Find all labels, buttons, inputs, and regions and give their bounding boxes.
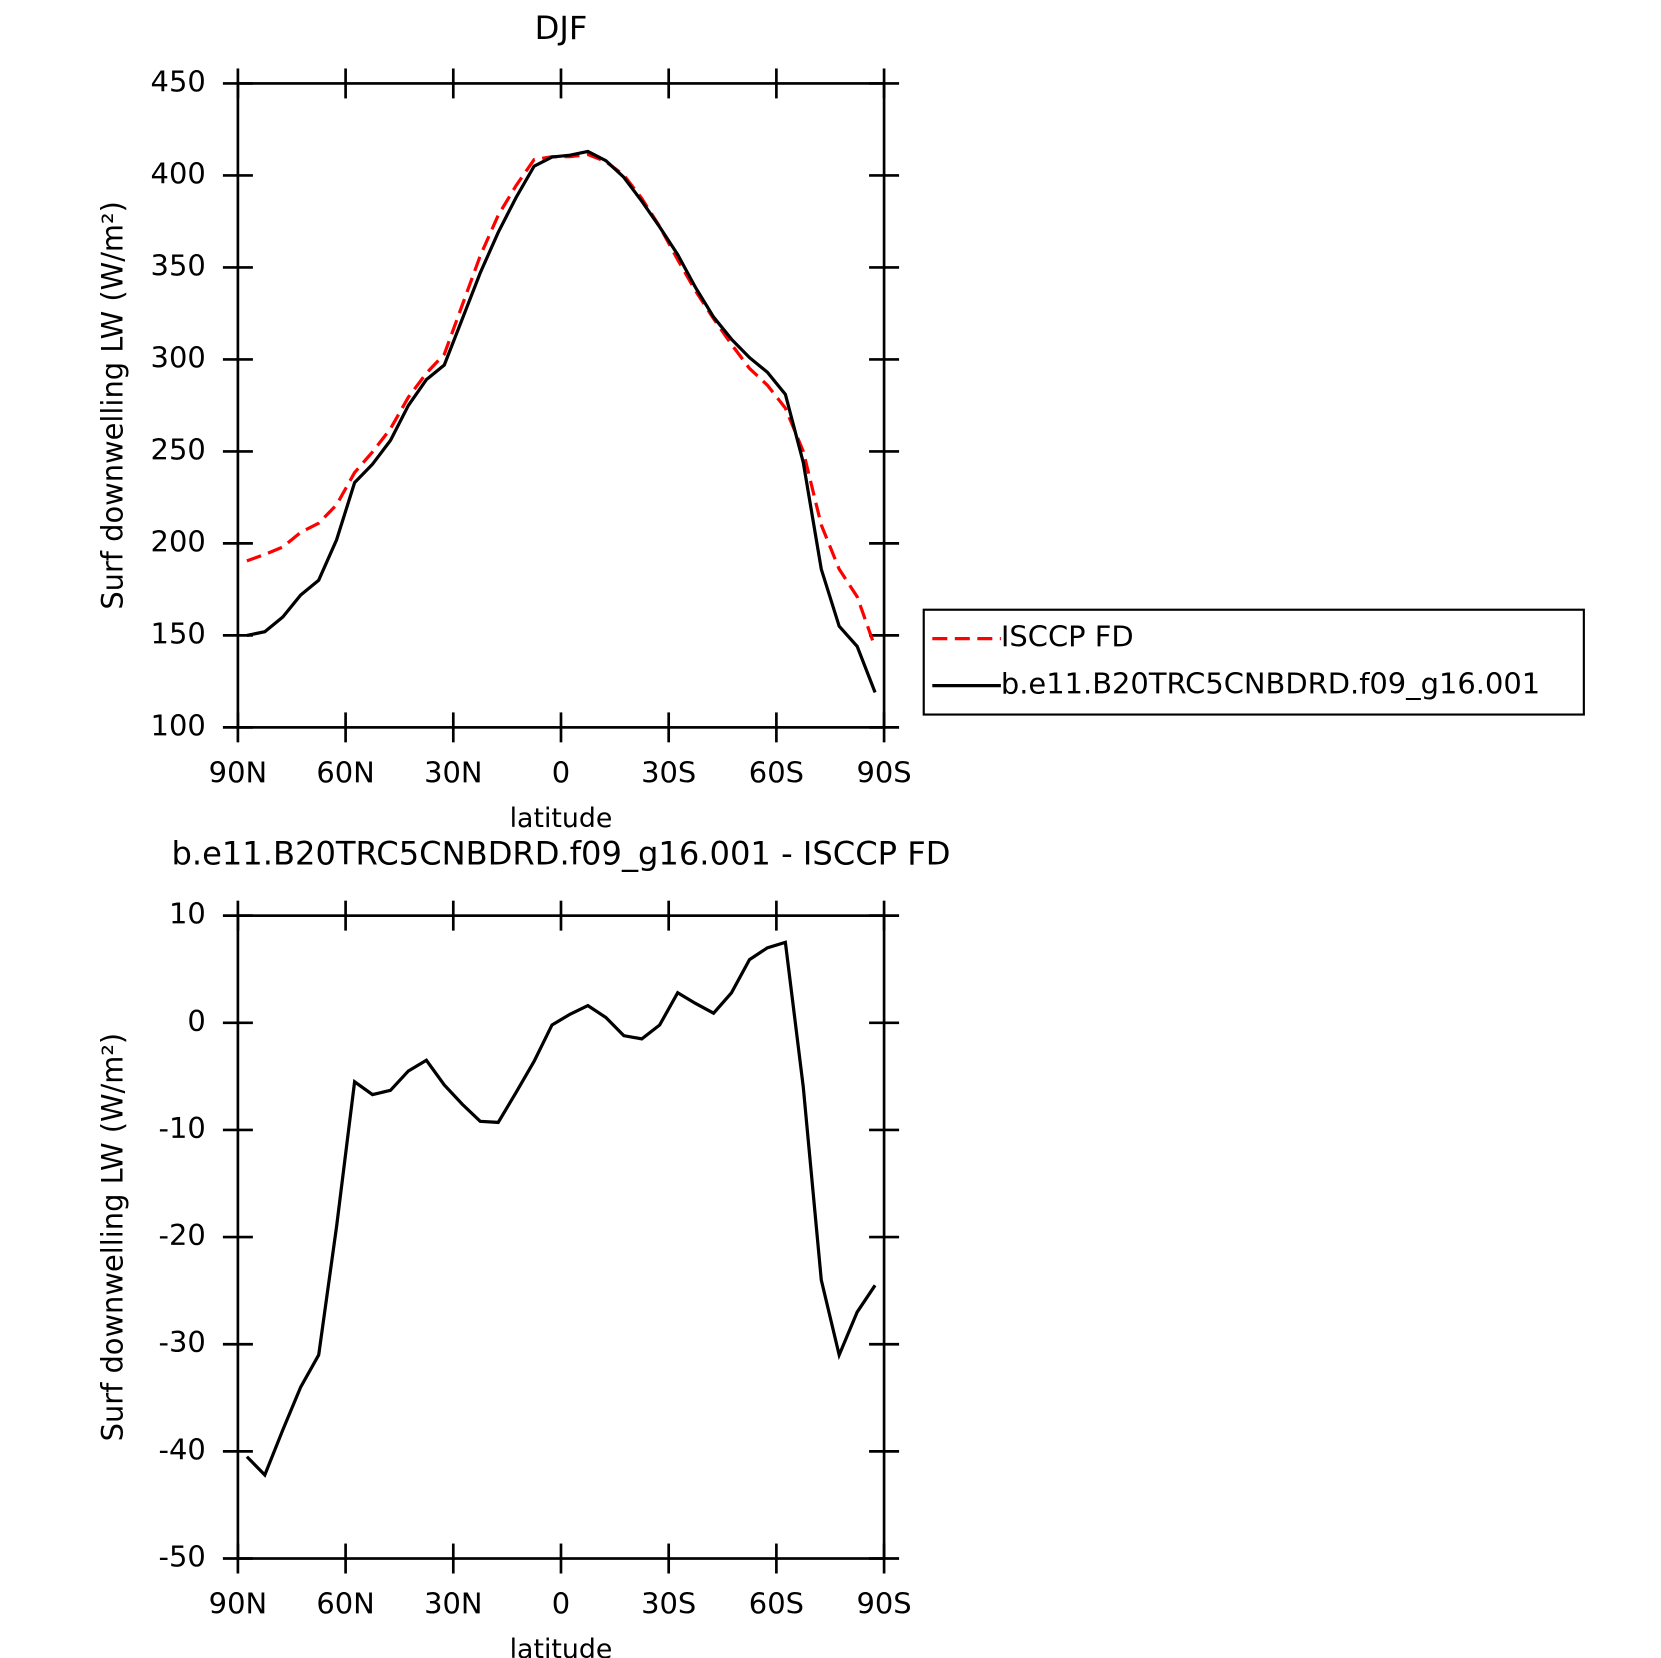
y-tick-label: 0 [187, 1004, 205, 1038]
chart-title: b.e11.B20TRC5CNBDRD.f09_g16.001 - ISCCP … [171, 835, 950, 873]
legend-label: b.e11.B20TRC5CNBDRD.f09_g16.001 [1001, 667, 1540, 701]
y-tick-label: 200 [151, 524, 206, 558]
y-tick-label: 350 [151, 248, 206, 282]
x-tick-label: 0 [552, 755, 570, 789]
y-tick-label: 250 [151, 432, 206, 466]
x-tick-label: 60N [316, 1587, 374, 1621]
x-tick-label: 60S [749, 755, 804, 789]
chart-title: DJF [535, 9, 588, 47]
legend-box [922, 608, 1585, 716]
y-tick-label: -20 [159, 1218, 206, 1252]
x-tick-label: 30N [424, 1587, 482, 1621]
y-tick-label: 450 [151, 64, 206, 98]
x-tick-label: 90N [209, 755, 267, 789]
y-tick-label: -50 [159, 1540, 206, 1574]
y-tick-label: 10 [169, 897, 206, 931]
x-tick-label: 30N [424, 755, 482, 789]
x-axis-label: latitude [510, 803, 613, 834]
x-tick-label: 0 [552, 1587, 570, 1621]
x-tick-label: 60S [749, 1587, 804, 1621]
y-tick-label: 100 [151, 708, 206, 742]
y-tick-label: -30 [159, 1325, 206, 1359]
y-axis-label: Surf downwelling LW (W/m²) [96, 1033, 130, 1442]
y-tick-label: 400 [151, 156, 206, 190]
x-axis-label: latitude [510, 1634, 613, 1658]
x-tick-label: 90N [209, 1587, 267, 1621]
y-tick-label: 300 [151, 340, 206, 374]
x-tick-label: 90S [857, 1587, 912, 1621]
data-line [246, 152, 877, 648]
x-tick-label: 30S [641, 1587, 696, 1621]
data-line [246, 149, 877, 693]
y-tick-label: -40 [159, 1432, 206, 1466]
legend-label: ISCCP FD [1001, 620, 1134, 654]
y-tick-label: -10 [159, 1111, 206, 1145]
x-tick-label: 30S [641, 755, 696, 789]
y-tick-label: 150 [151, 616, 206, 650]
y-axis-label: Surf downwelling LW (W/m²) [96, 201, 130, 610]
data-line [245, 940, 877, 1478]
x-tick-label: 60N [316, 755, 374, 789]
x-tick-label: 90S [857, 755, 912, 789]
